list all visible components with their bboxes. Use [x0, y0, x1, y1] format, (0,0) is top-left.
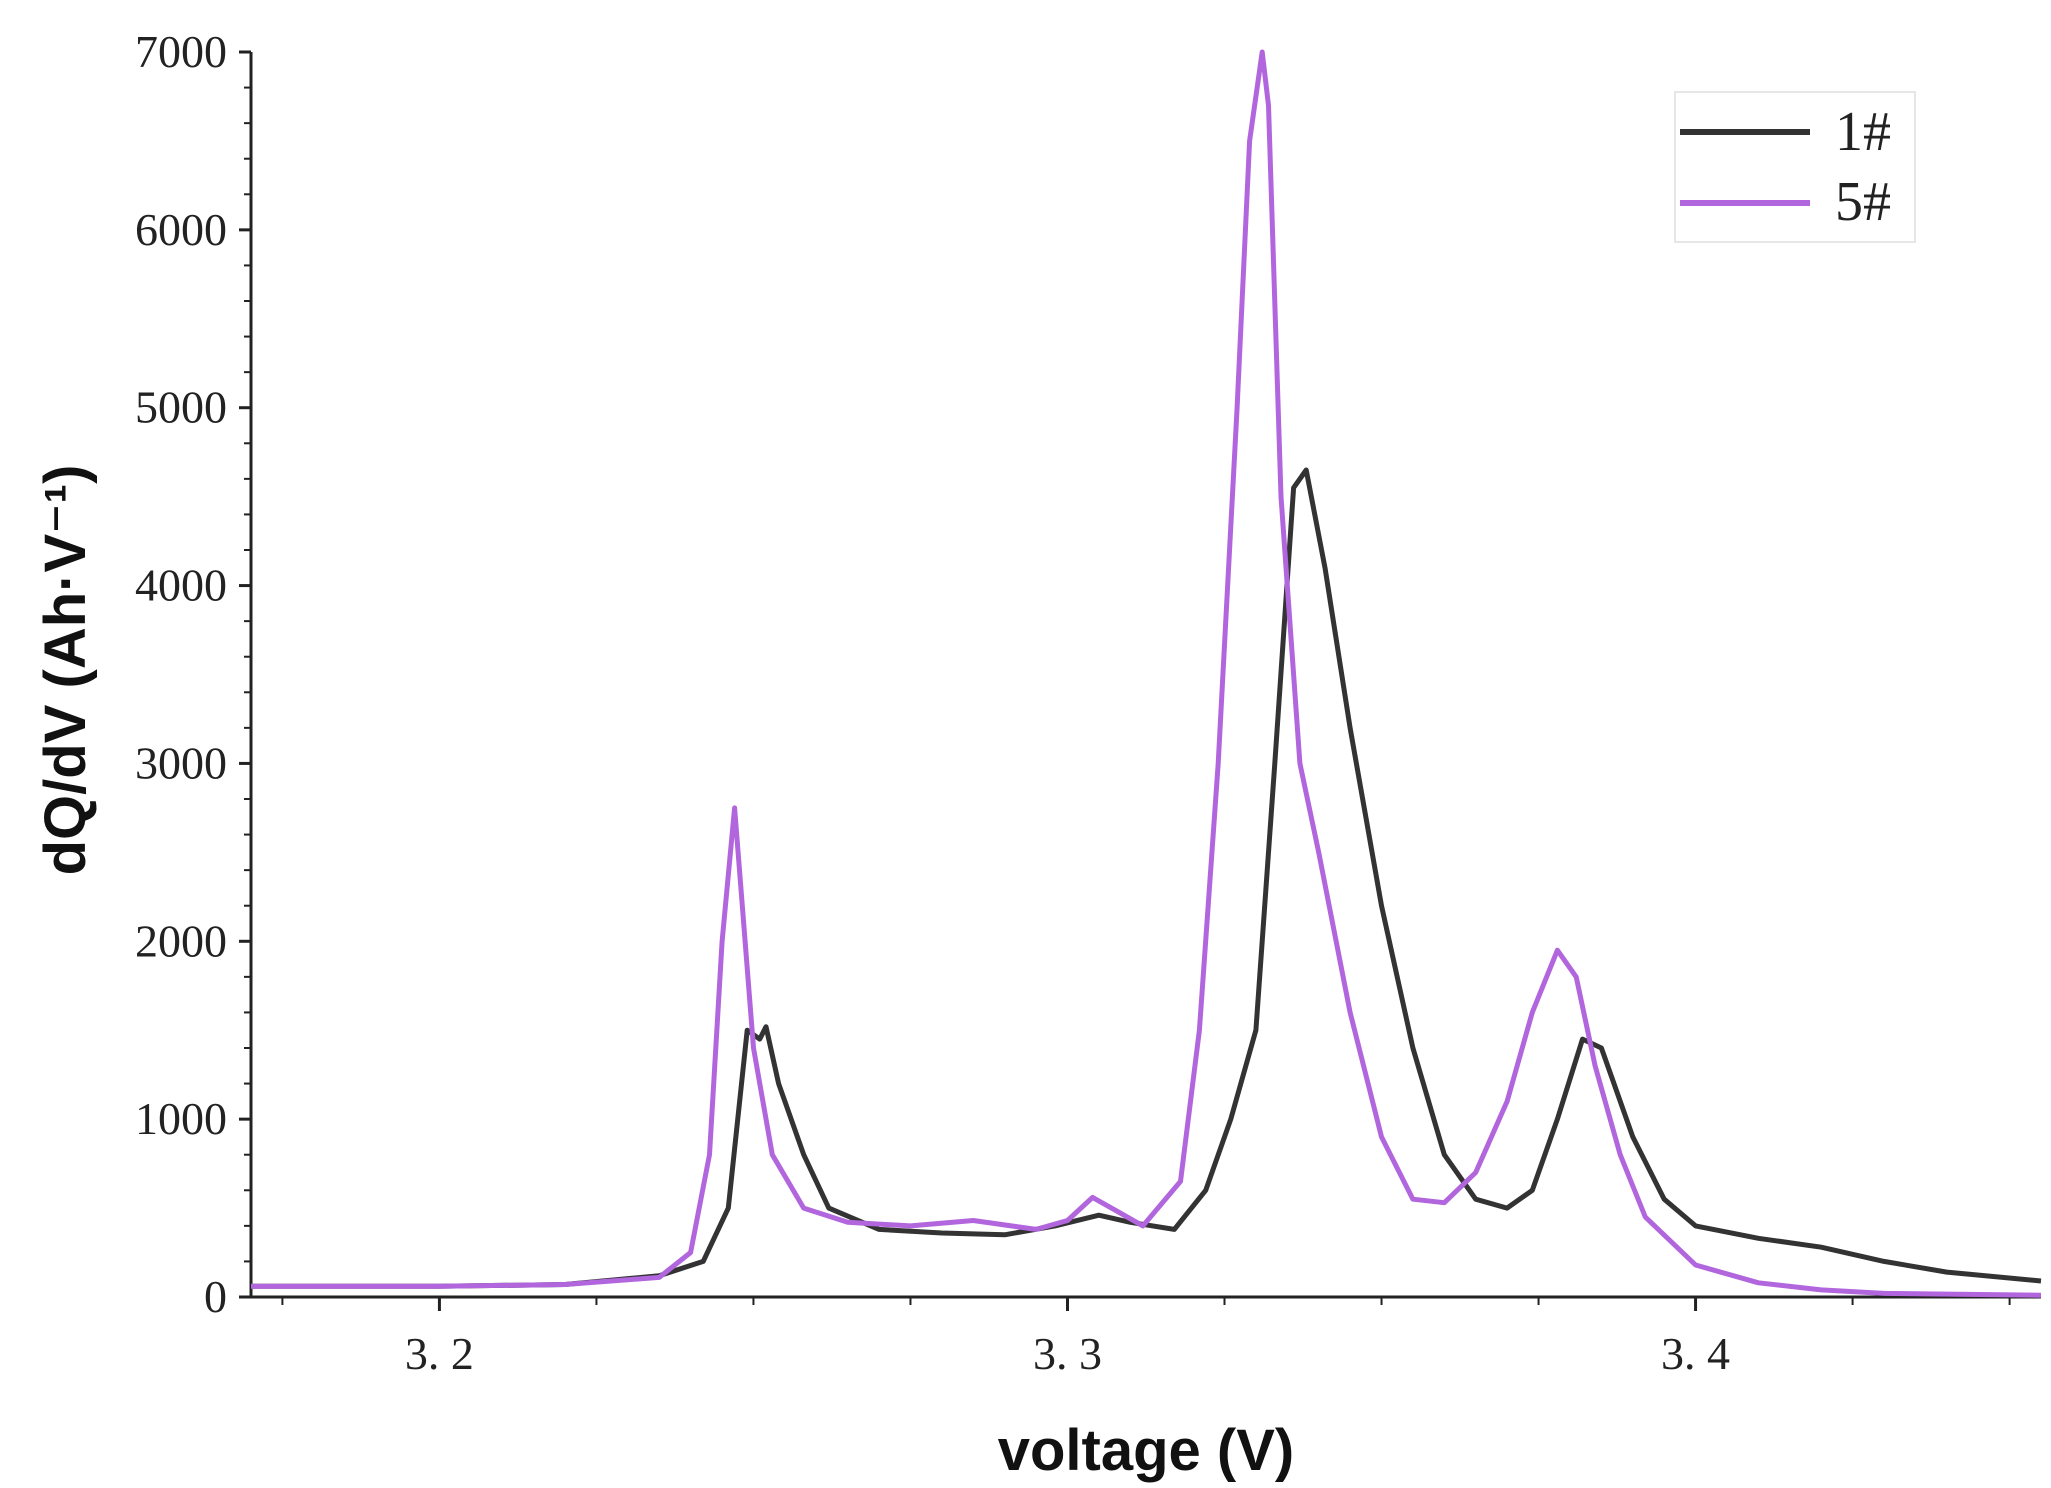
x-tick-label: 3. 4	[1661, 1328, 1730, 1379]
legend-label-2: 5#	[1835, 171, 1891, 233]
legend-box	[1674, 91, 1916, 243]
y-ticks: 0 1000 2000 3000 4000 5000 6000 7000	[135, 26, 251, 1322]
y-tick-label: 7000	[135, 26, 227, 77]
y-tick-label: 2000	[135, 915, 227, 966]
y-tick-label: 5000	[135, 382, 227, 433]
axes	[249, 52, 2041, 1299]
legend: 1# 5#	[1674, 91, 1916, 243]
x-tick-label: 3. 2	[405, 1328, 474, 1379]
series-layer	[251, 49, 2042, 1298]
series-line-1	[251, 467, 2042, 1289]
legend-label-1: 1#	[1835, 101, 1891, 163]
y-axis-title: dQ/dV (Ah·V⁻¹)	[33, 465, 98, 876]
y-tick-label: 3000	[135, 737, 227, 788]
y-tick-label: 4000	[135, 560, 227, 611]
y-tick-label: 0	[204, 1271, 227, 1322]
x-tick-label: 3. 3	[1033, 1328, 1102, 1379]
x-axis-title: voltage (V)	[998, 1418, 1295, 1483]
x-ticks: 3. 2 3. 3 3. 4	[281, 1297, 2011, 1379]
series-line-2	[251, 49, 2042, 1298]
y-tick-label: 1000	[135, 1093, 227, 1144]
y-tick-label: 6000	[135, 204, 227, 255]
